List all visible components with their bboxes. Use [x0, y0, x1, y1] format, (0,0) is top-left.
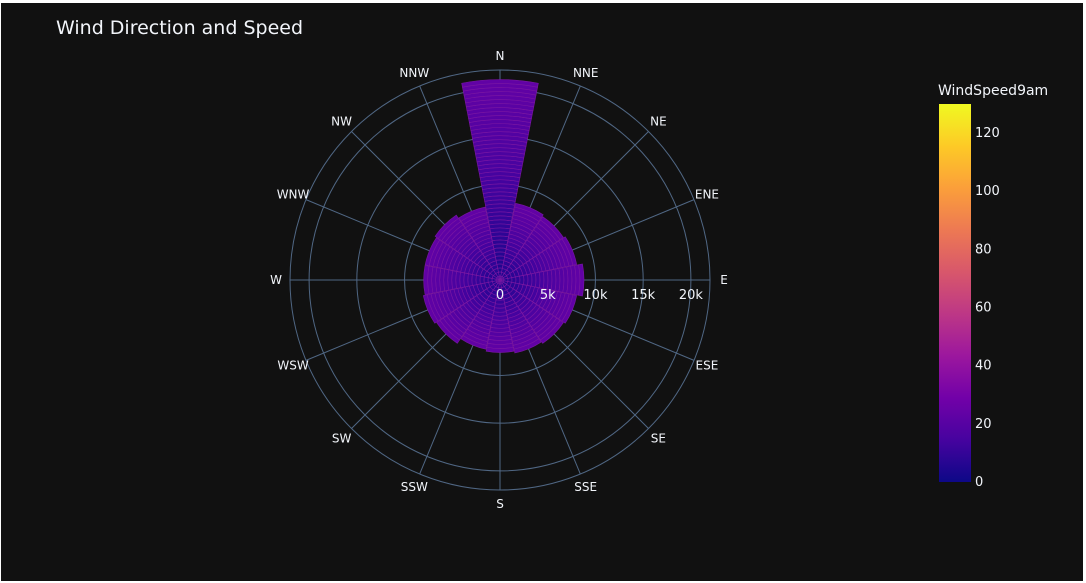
direction-label-e: E: [720, 273, 728, 287]
bar-segment-se: [540, 320, 564, 344]
colorbar: WindSpeed9am 0 20 40 60 80 100 120: [938, 83, 1048, 490]
colorbar-tick-label: 0: [975, 475, 983, 490]
colorbar-tick-label: 80: [975, 242, 992, 257]
bar-segment-s: [493, 307, 507, 313]
bar-segment-n: [492, 243, 508, 249]
bar-segment-s: [492, 311, 508, 317]
bar-segment-ene: [561, 236, 578, 266]
bar-segment-e: [578, 263, 585, 297]
bar-segment-s: [491, 315, 509, 321]
bar-segment-n: [495, 259, 505, 265]
bar-segment-nw: [434, 214, 459, 239]
direction-label-nw: NW: [331, 115, 352, 129]
bar-segment-w: [459, 271, 465, 289]
colorbar-tick-label: 20: [975, 417, 992, 432]
chart-title: Wind Direction and Speed: [56, 17, 304, 39]
bar-segment-w: [455, 271, 461, 289]
direction-label-ssw: SSW: [401, 480, 428, 494]
direction-label-ne: NE: [650, 115, 667, 129]
direction-label-ese: ESE: [696, 359, 719, 373]
direction-label-sse: SSE: [574, 480, 597, 494]
bar-segment-w: [423, 265, 430, 295]
bar-segment-w: [471, 274, 477, 286]
bar-segment-w: [479, 275, 485, 285]
direction-label-w: W: [270, 273, 282, 287]
bar-segment-e: [523, 274, 529, 286]
direction-label-ene: ENE: [695, 187, 719, 201]
bar-segment-ne: [540, 216, 564, 240]
bar-segment-wsw: [422, 294, 439, 324]
bar-segment-w: [467, 273, 473, 287]
direction-label-n: N: [496, 49, 505, 63]
direction-label-nnw: NNW: [399, 66, 429, 80]
radial-tick-label: 20k: [679, 288, 704, 303]
radial-tick-label: 15k: [631, 288, 656, 303]
radial-tick-label: 5k: [540, 288, 556, 303]
bar-segment-n: [461, 79, 539, 88]
bar-segment-e: [538, 271, 545, 289]
bar-segment-e: [531, 272, 537, 288]
bar-segment-n: [494, 251, 506, 257]
bar-segment-n: [493, 247, 507, 253]
bar-segment-nne: [514, 202, 544, 219]
bar-segment-s: [494, 303, 506, 309]
colorbar-tick-label: 40: [975, 359, 992, 374]
polar-chart: N NNE NE ENE E ESE SE SSE S SSW SW WSW W WNW NW NNW 0 5k 1…: [270, 49, 1048, 511]
colorbar-tick-label: 60: [975, 301, 992, 316]
bar-segment-n: [491, 239, 509, 245]
direction-label-se: SE: [651, 431, 666, 445]
bar-segment-n: [491, 235, 509, 242]
chart-canvas: Wind Direction and Speed N NNE NE ENE E ESE SE…: [1, 3, 1083, 581]
bar-segment-w: [463, 272, 469, 288]
radial-tick-label: 0: [496, 288, 504, 303]
bar-segment-e: [527, 273, 533, 287]
direction-label-sw: SW: [332, 431, 352, 445]
colorbar-title: WindSpeed9am: [938, 83, 1048, 99]
colorbar-tick-label: 100: [975, 184, 1000, 199]
bar-segment-n: [496, 263, 504, 269]
bar-segment-ese: [561, 294, 578, 324]
bar-segment-w: [483, 276, 489, 284]
bar-segment-nnw: [458, 206, 487, 222]
bar-segment-e: [515, 275, 521, 285]
colorbar-gradient: [939, 104, 971, 482]
bar-segment-n: [495, 255, 505, 261]
bar-segment-sse: [513, 338, 542, 354]
direction-label-nne: NNE: [573, 66, 599, 80]
direction-label-wnw: WNW: [277, 187, 310, 201]
bar-segment-w: [475, 275, 481, 285]
bar-segment-e: [511, 276, 517, 284]
bar-segment-s: [485, 346, 515, 353]
colorbar-tick-label: 120: [975, 126, 1000, 141]
polar-labels: N NNE NE ENE E ESE SE SSE S SSW SW WSW W WNW NW NNW 0 5k 1…: [270, 49, 728, 511]
bar-segment-s: [491, 319, 509, 325]
radial-tick-label: 10k: [583, 288, 608, 303]
polar-bars: [422, 79, 585, 354]
direction-label-s: S: [496, 497, 504, 511]
bar-segment-wnw: [424, 237, 441, 266]
bar-segment-sw: [436, 320, 460, 344]
bar-segment-ssw: [460, 335, 488, 350]
bar-segment-e: [534, 271, 541, 289]
bar-segment-e: [519, 275, 525, 285]
direction-label-wsw: WSW: [277, 359, 308, 373]
